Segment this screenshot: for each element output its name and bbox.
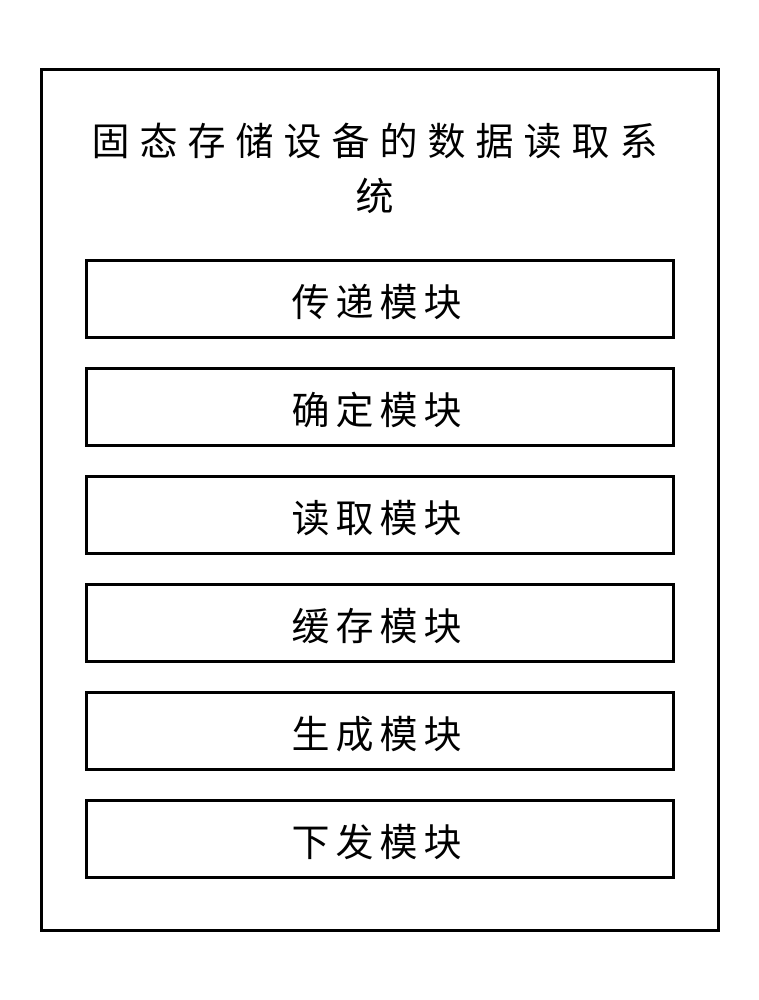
module-label: 确定模块 — [291, 380, 467, 435]
module-box-4: 生成模块 — [85, 691, 675, 771]
diagram-title: 固态存储设备的数据读取系统 — [83, 111, 677, 221]
module-label: 读取模块 — [291, 488, 467, 543]
module-label: 下发模块 — [291, 812, 467, 867]
module-label: 缓存模块 — [291, 596, 467, 651]
module-box-5: 下发模块 — [85, 799, 675, 879]
module-box-3: 缓存模块 — [85, 583, 675, 663]
module-label: 生成模块 — [291, 704, 467, 759]
module-box-1: 确定模块 — [85, 367, 675, 447]
module-label: 传递模块 — [291, 272, 467, 327]
diagram-container: 固态存储设备的数据读取系统 传递模块 确定模块 读取模块 缓存模块 生成模块 下… — [40, 68, 720, 932]
module-box-0: 传递模块 — [85, 259, 675, 339]
module-box-2: 读取模块 — [85, 475, 675, 555]
